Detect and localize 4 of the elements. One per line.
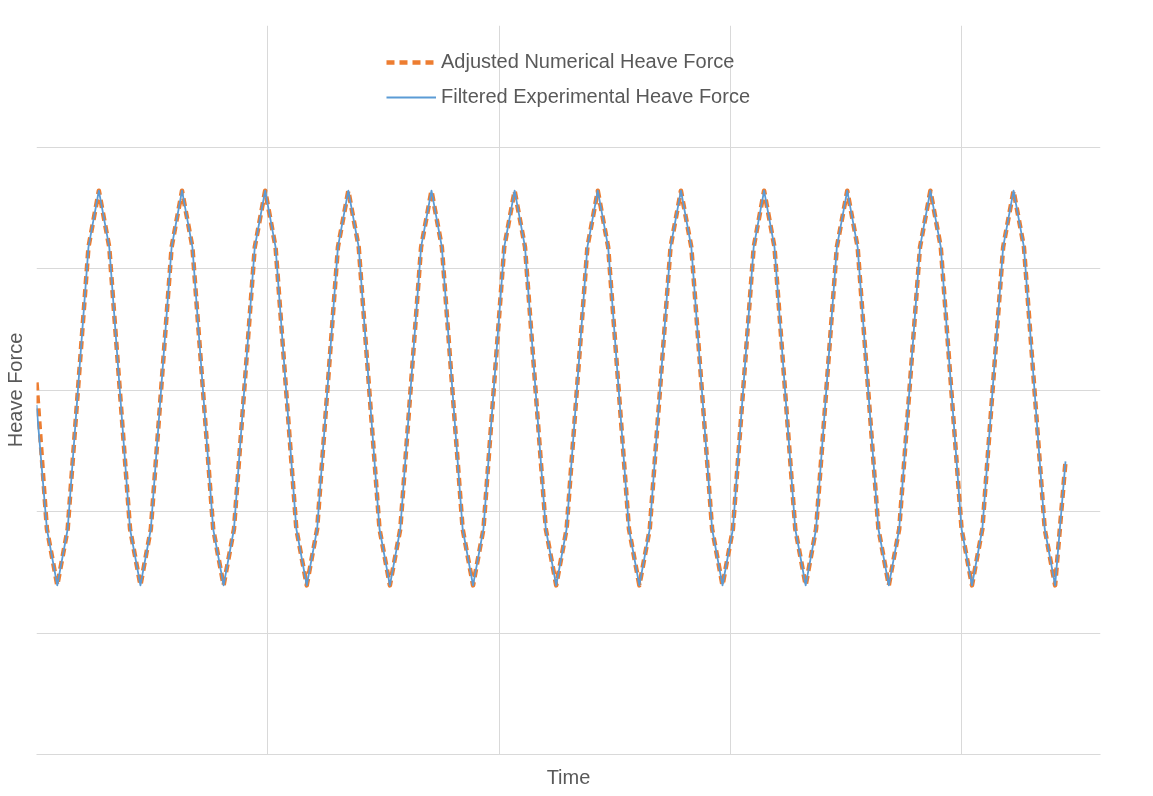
legend-label: Adjusted Numerical Heave Force <box>440 50 735 73</box>
y-axis-title: Heave Force <box>3 332 26 448</box>
x-axis-title: Time <box>546 765 591 788</box>
legend-label: Filtered Experimental Heave Force <box>440 85 751 108</box>
